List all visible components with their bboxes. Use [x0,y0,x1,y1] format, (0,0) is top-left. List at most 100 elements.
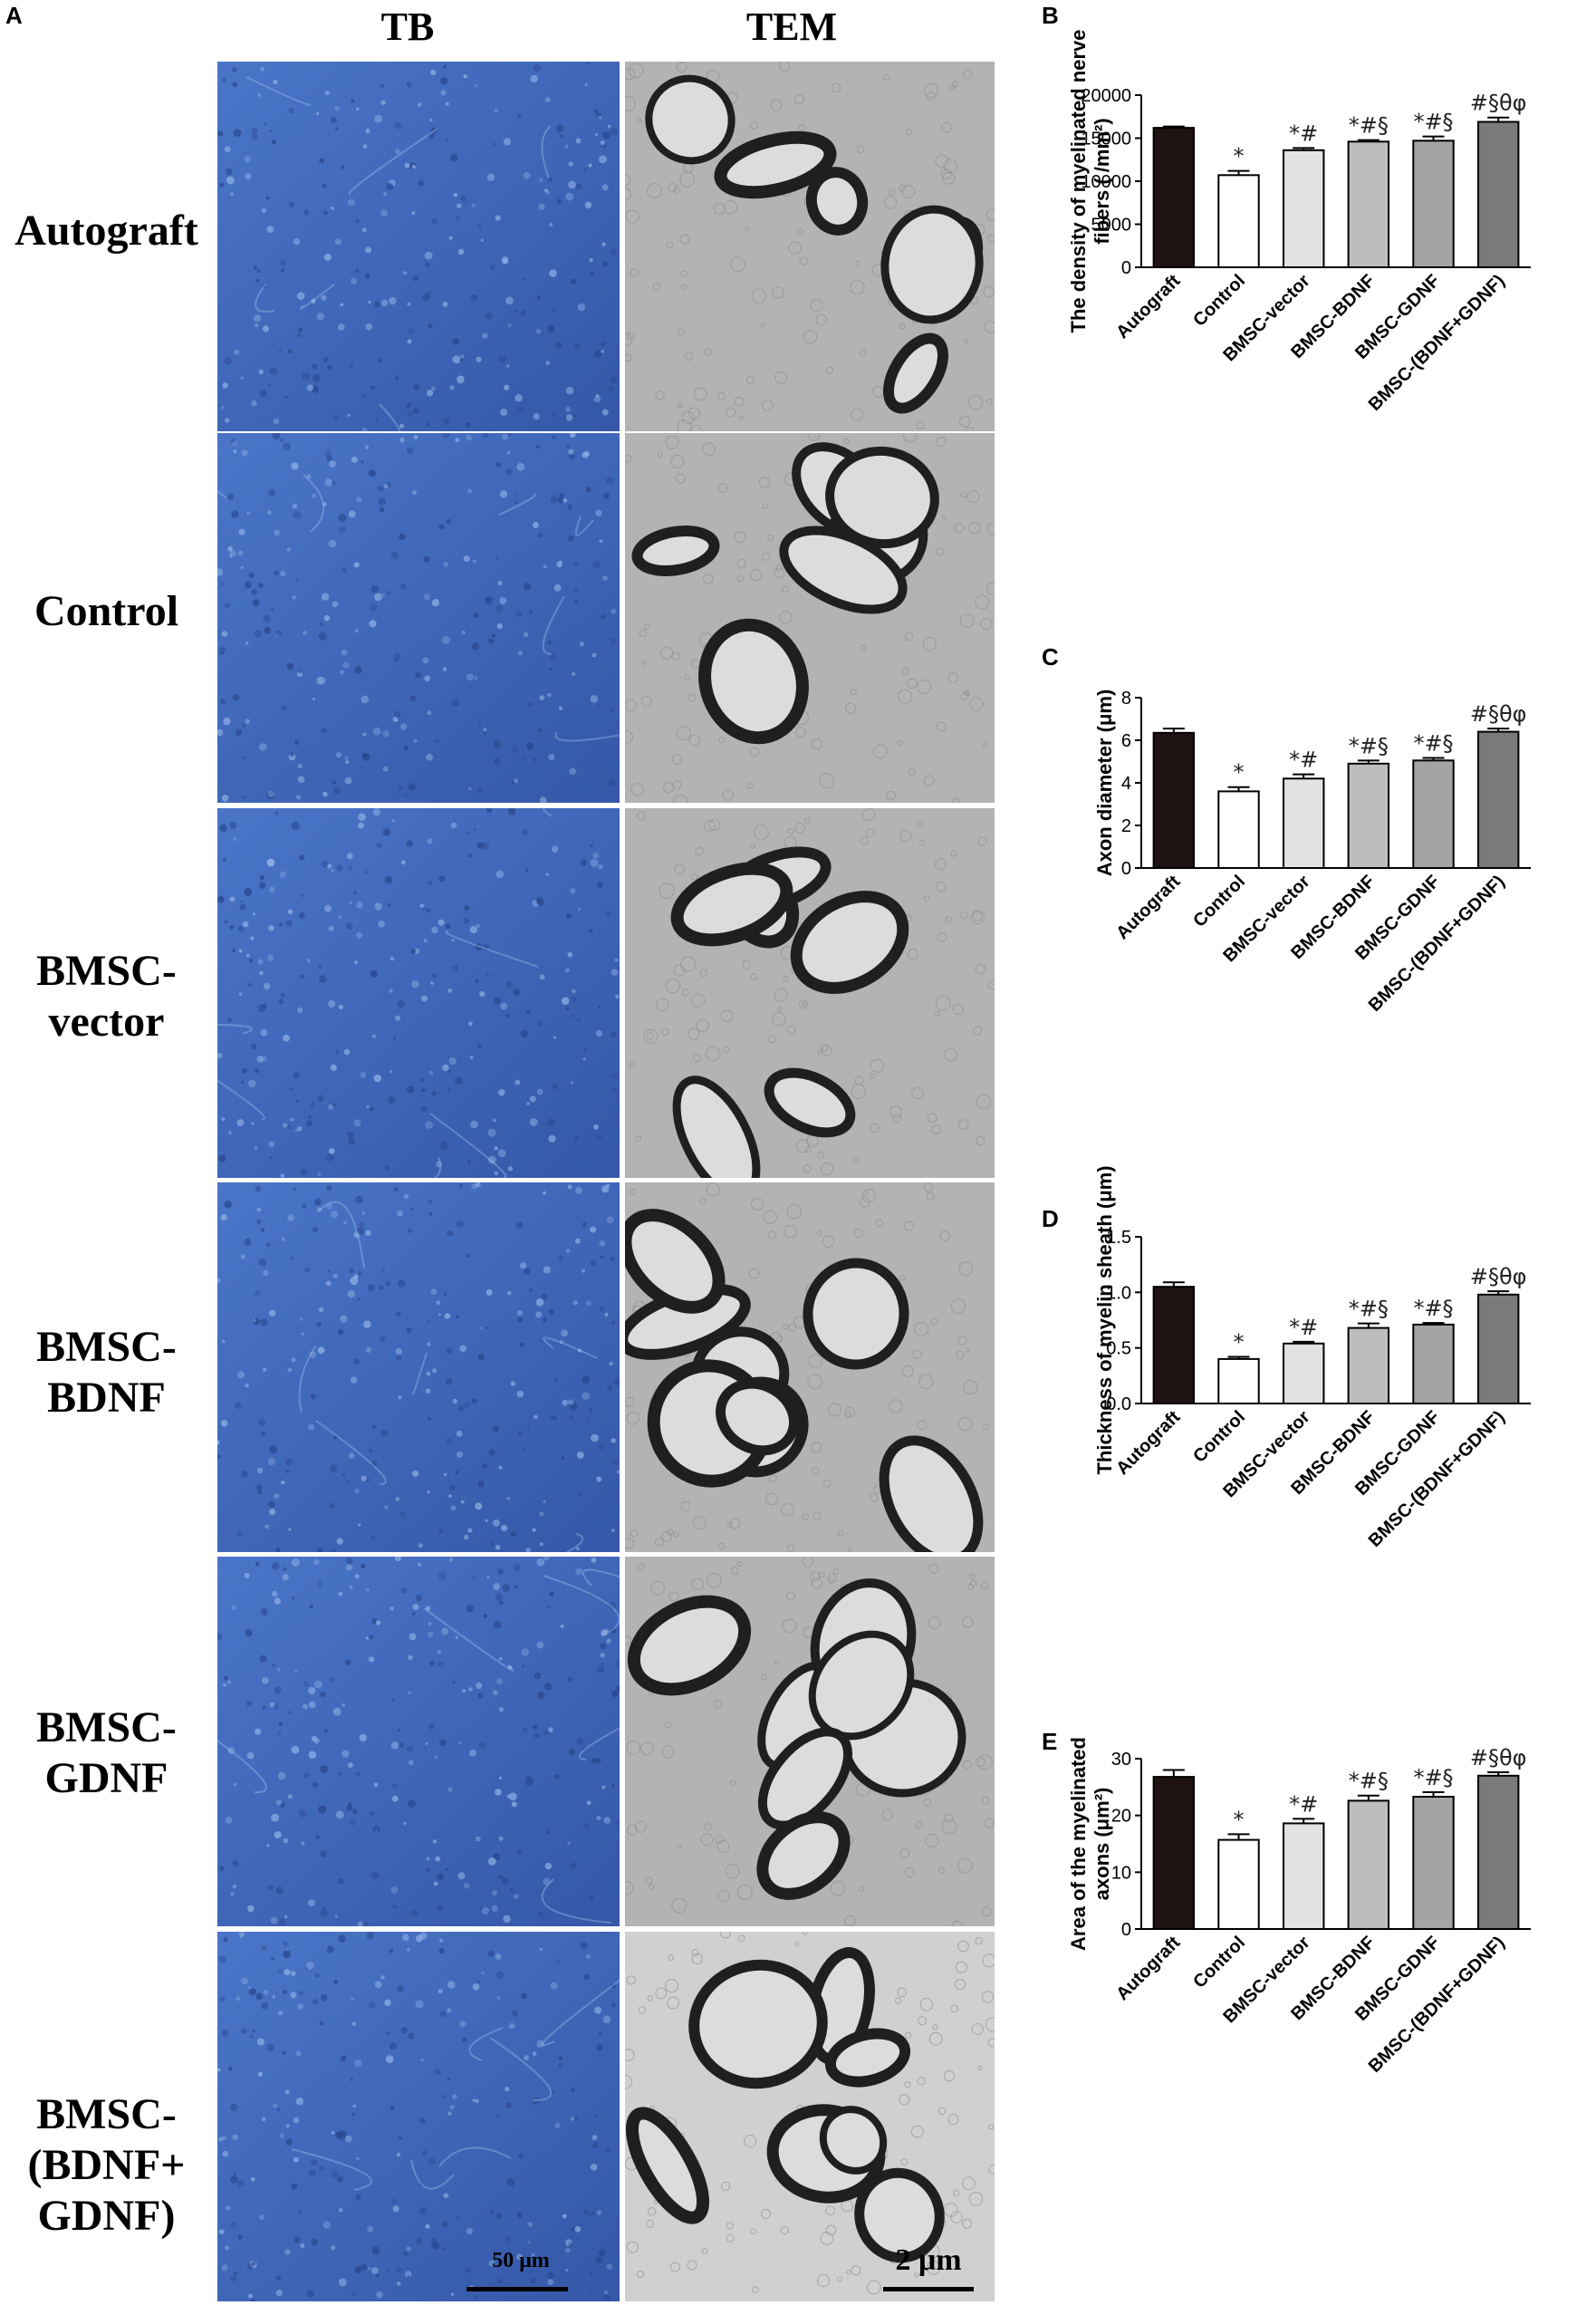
panel-letter-c: C [1042,643,1059,670]
row-label-line: BDNF [47,1374,166,1422]
significance-label: *#§ [1349,733,1389,758]
row-label-line: vector [48,998,165,1046]
y-tick-label: 0.0 [1106,1394,1131,1414]
y-axis-label: Axon diameter (μm) [1093,690,1116,877]
significance-label: *#§ [1413,1296,1453,1321]
bar [1477,1293,1520,1404]
row-label-3: BMSC- BDNF [0,1322,213,1423]
column-header-tb: TB [380,5,435,49]
y-tick-label: 0 [1121,859,1131,879]
y-tick-label: 0.5 [1106,1339,1131,1359]
bar [1283,1822,1325,1930]
x-tick-label: Autograft [1112,872,1184,943]
x-tick-label: BMSC-(BDNF+GDNF) [1365,872,1509,1016]
y-tick-label: 1.5 [1106,1228,1131,1248]
bar [1283,1342,1325,1404]
panel-letter-e: E [1042,1728,1058,1755]
row-label-line: (BDNF+ [27,2141,186,2189]
row-label-line: BMSC- [36,1323,177,1371]
panel-letter-d: D [1042,1205,1059,1232]
significance-label: #§θφ [1470,1745,1527,1770]
y-tick-label: 15000 [1081,130,1131,150]
y-axis-label: fibers ( /mm²) [1091,118,1113,244]
tem-micrograph-5 [625,1932,995,2301]
y-tick-label: 10000 [1081,172,1131,192]
bar [1283,777,1325,869]
tb-scale-bar: 50 μm [466,2249,575,2291]
y-axis-label: Thickness of myelin sheath (μm) [1093,1165,1116,1474]
tem-micrograph-1 [625,433,995,803]
row-label-5: BMSC- (BDNF+ GDNF) [0,2089,213,2242]
y-tick-label: 0 [1121,1920,1131,1940]
y-tick-label: 1.0 [1106,1283,1131,1303]
x-tick-label: Control [1189,872,1249,931]
significance-label: #§θφ [1470,1264,1527,1289]
bar [1412,140,1455,268]
significance-label: *#§ [1413,1765,1453,1790]
bar [1347,1799,1390,1931]
tem-micrograph-4 [625,1557,995,1926]
significance-label: *# [1289,121,1318,146]
tem-micrograph-3 [625,1182,995,1552]
y-axis-label: Area of the myelinated [1067,1737,1090,1951]
tb-scale-line [466,2287,568,2291]
row-label-4: BMSC- GDNF [0,1702,213,1804]
bar [1412,759,1455,869]
tem-micrograph-0 [625,62,995,431]
bar [1217,1838,1260,1931]
row-label-line: GDNF) [37,2192,176,2240]
y-tick-label: 2 [1121,816,1131,836]
y-tick-label: 5000 [1091,216,1132,236]
x-tick-label: Control [1189,1407,1249,1467]
row-label-line: Autograft [14,207,198,255]
x-tick-label: Autograft [1112,271,1184,342]
row-label-line: BMSC- [36,1703,177,1751]
y-tick-label: 6 [1121,731,1131,751]
bar [1347,140,1390,268]
tb-micrograph-3 [217,1182,620,1552]
chart-d-myelin-thickness: 0.0 0.5 1.0 1.5 Thickness of myelin sheath (… [1024,1165,1596,1722]
bar [1412,1323,1455,1404]
tem-scale-label: 2 μm [895,2243,962,2277]
bar [1152,127,1196,268]
significance-label: *#§ [1413,731,1453,757]
bar [1412,1796,1455,1930]
tem-micrograph-2 [625,808,995,1178]
x-tick-label: Control [1189,271,1249,331]
row-label-line: BMSC- [36,2090,177,2138]
x-tick-label: BMSC-(BDNF+GDNF) [1365,1407,1509,1551]
x-tick-label: Control [1189,1933,1249,1992]
significance-label: *# [1289,1791,1318,1817]
y-tick-label: 0 [1121,258,1131,278]
significance-label: #§θφ [1470,91,1527,116]
panel-letter-b: B [1042,2,1059,29]
tem-scale-bar: 2 μm [883,2243,983,2291]
significance-label: * [1234,1807,1245,1832]
bar [1347,1326,1390,1405]
y-tick-label: 10 [1111,1863,1131,1883]
significance-label: *#§ [1349,1297,1389,1322]
row-label-1: Control [0,586,213,637]
tb-micrograph-2 [217,808,620,1178]
tb-scale-label: 50 μm [492,2249,550,2272]
x-tick-label: Autograft [1112,1407,1184,1479]
y-axis-label: axons (μm²) [1091,1788,1113,1901]
tb-micrograph-4 [217,1557,620,1926]
column-header-tem: TEM [745,5,838,49]
bar [1217,790,1260,869]
bar [1152,731,1196,869]
y-tick-label: 20000 [1081,86,1131,106]
row-label-0: Autograft [0,206,213,256]
significance-label: * [1234,144,1245,169]
y-tick-label: 4 [1121,774,1131,794]
bar [1477,1774,1520,1930]
chart-b-myelinated-density: 0 5000 10000 15000 20000 The density of myeli… [1024,0,1596,634]
x-tick-label: BMSC-(BDNF+GDNF) [1365,271,1509,415]
y-tick-label: 20 [1111,1807,1131,1827]
panel-letter-a: A [5,2,23,29]
significance-label: *#§ [1413,110,1453,135]
significance-label: *# [1289,1315,1318,1340]
significance-label: #§θφ [1470,701,1527,727]
y-tick-label: 30 [1111,1750,1131,1770]
chart-e-axon-area: 0 10 20 30 Area of the myelinated axons (μm²)… [1024,1722,1596,2310]
